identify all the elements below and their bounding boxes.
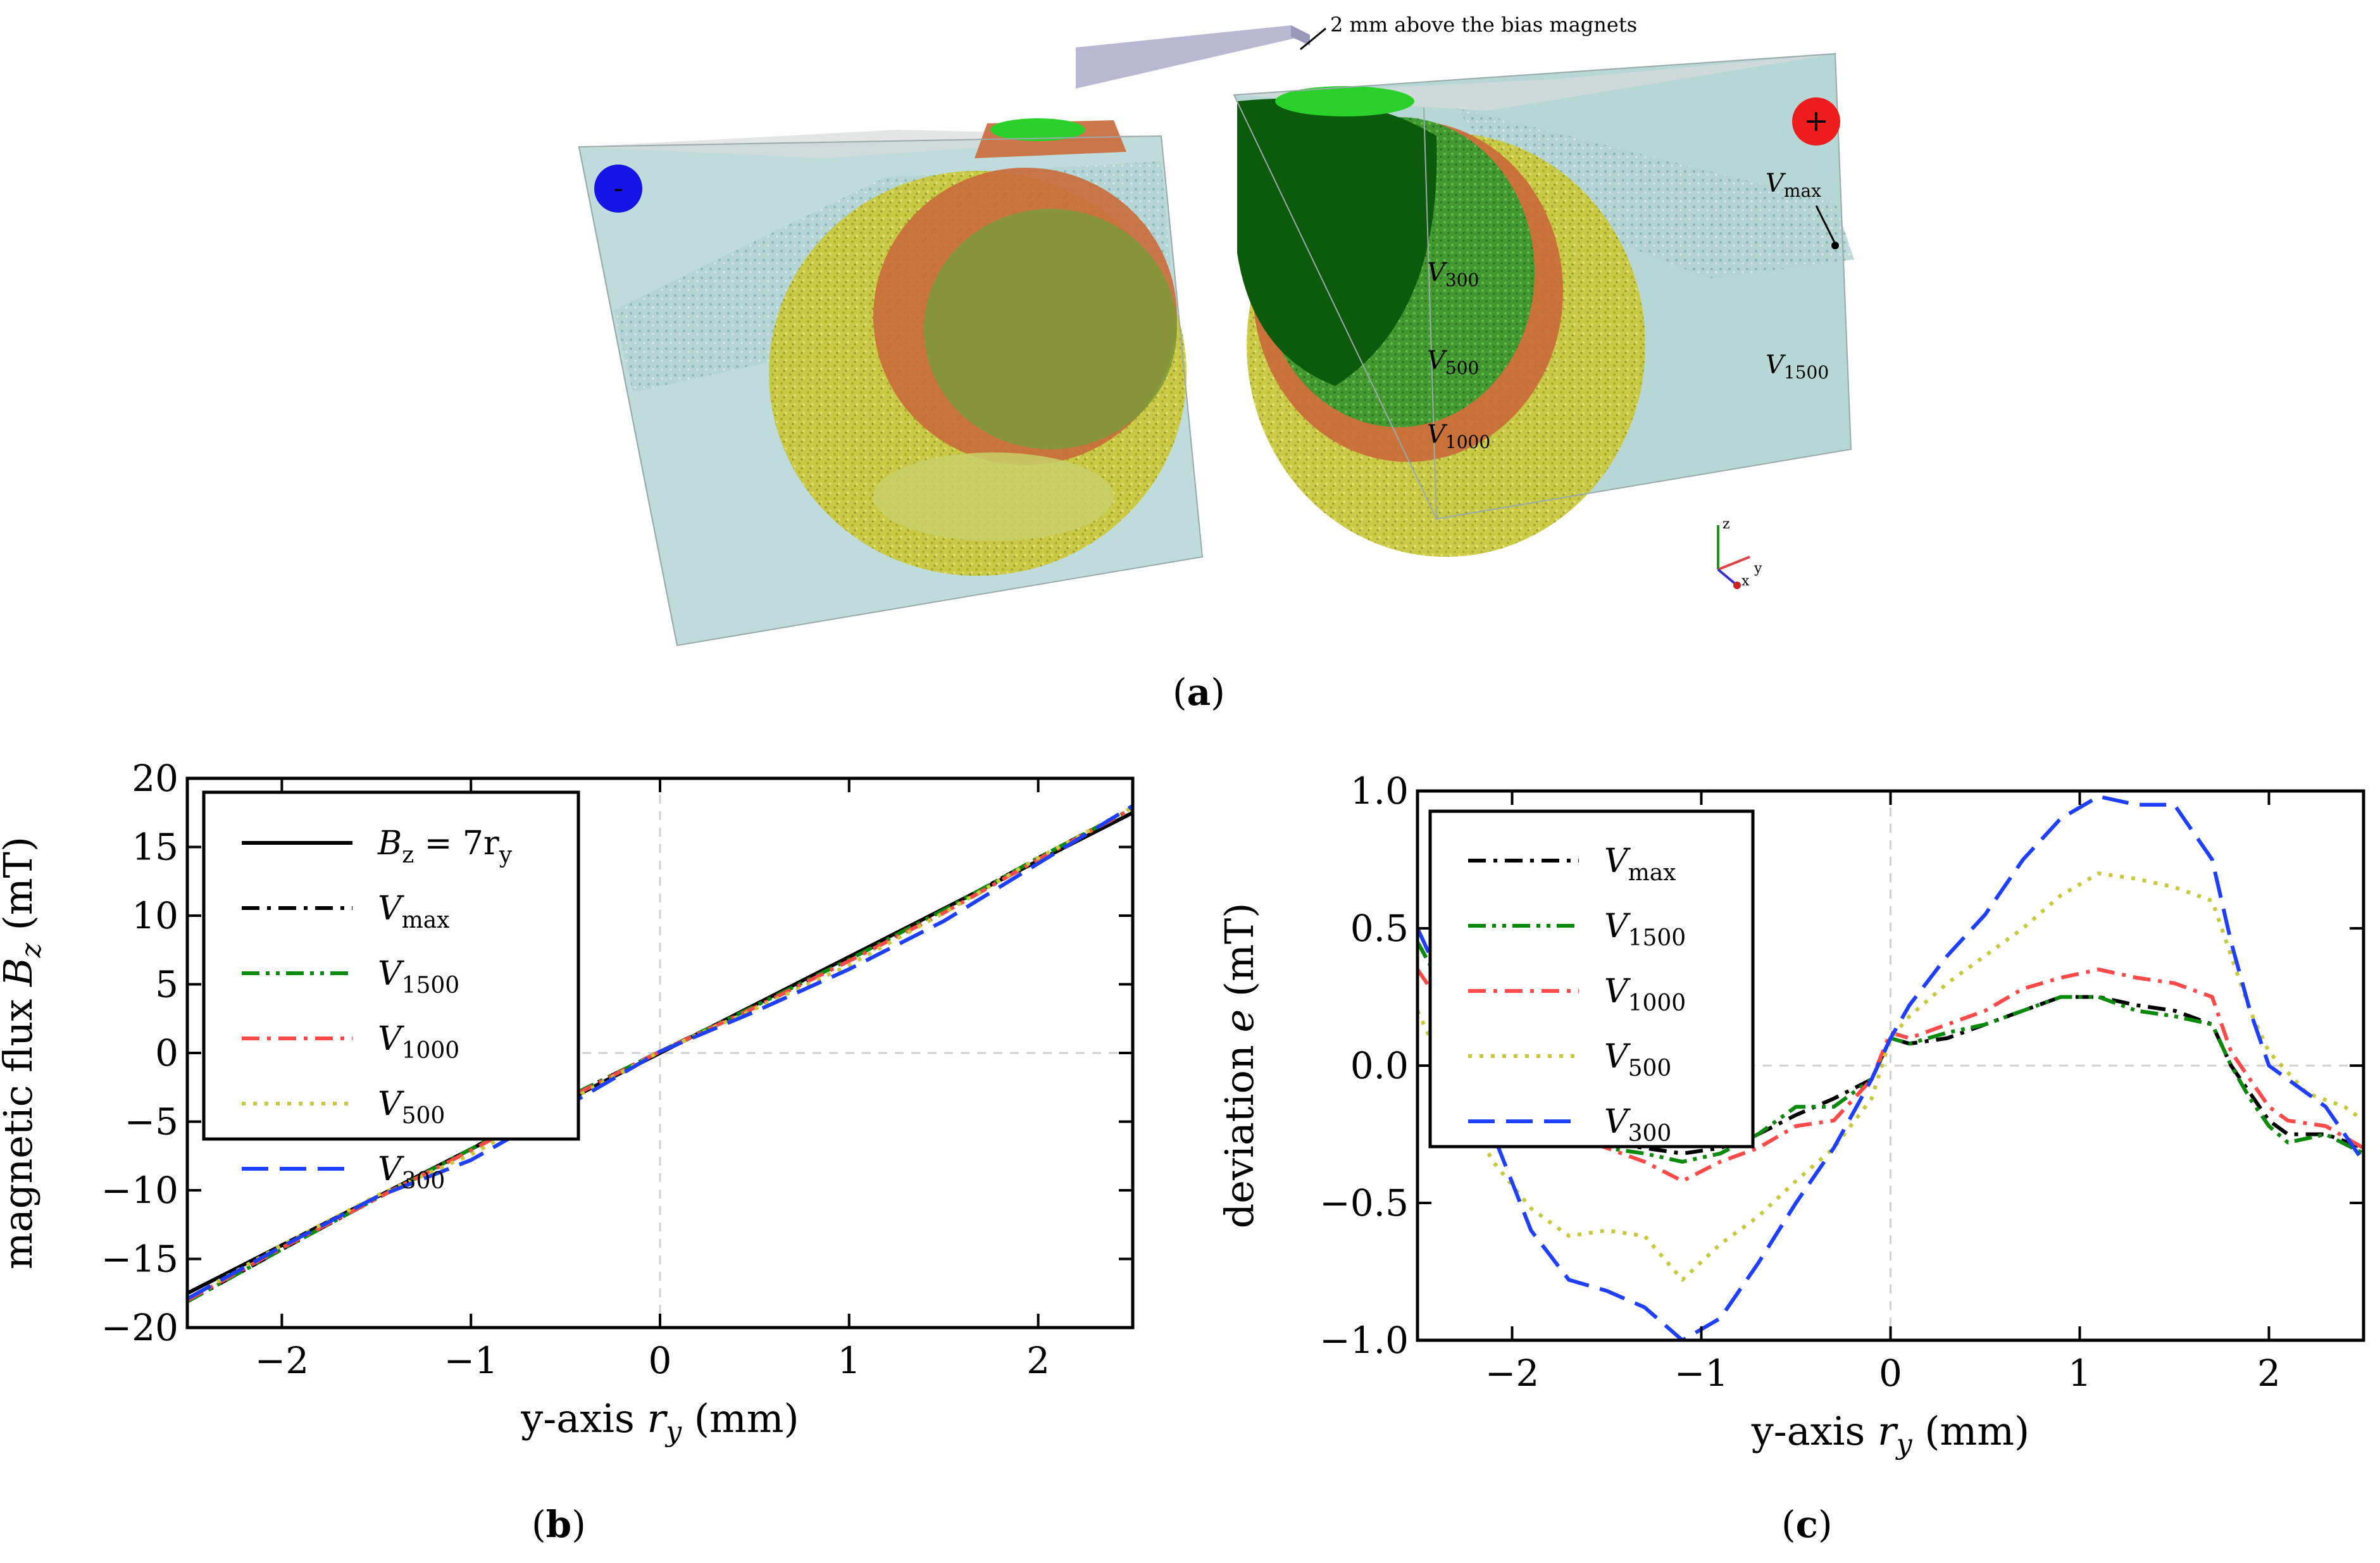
y-axis-label: deviation e (mT)	[1216, 903, 1262, 1229]
label-v300: V300	[1427, 258, 1479, 290]
legend-label: V1000	[378, 1020, 459, 1064]
legend: Vmax V1500 V1000 V500 V300	[1428, 809, 1755, 1149]
x-axis-label: y-axis ry (mm)	[520, 1395, 799, 1448]
series-line-300	[187, 804, 1133, 1301]
axis-y-label: y	[1754, 561, 1762, 576]
panel-label-a: (a)	[1173, 671, 1225, 714]
positive-symbol: +	[1804, 103, 1829, 139]
x-tick-label: −1	[444, 1339, 498, 1382]
x-tick-label: 1	[837, 1339, 861, 1382]
y-tick-label: −15	[101, 1238, 178, 1281]
x-tick-label: 2	[1026, 1339, 1050, 1382]
y-tick-label: 0.0	[1350, 1044, 1409, 1087]
x-tick-label: −2	[1485, 1352, 1540, 1395]
legend-label: Vmax	[1604, 842, 1676, 886]
legend-label: V1000	[1604, 973, 1686, 1016]
y-tick-label: −1.0	[1319, 1319, 1409, 1362]
legend-label: V500	[1604, 1038, 1671, 1081]
panel-label-c: (c)	[1781, 1503, 1833, 1546]
y-tick-label: 20	[132, 757, 178, 800]
negative-symbol: -	[614, 172, 623, 204]
legend-label: Bz = 7ry	[377, 825, 513, 868]
legend-label: Vmax	[378, 890, 449, 933]
legend-label: V1500	[1604, 907, 1686, 951]
x-tick-label: −1	[1674, 1352, 1729, 1395]
x-tick-label: 0	[1879, 1352, 1902, 1395]
y-tick-label: −20	[101, 1306, 178, 1349]
legend-label: V500	[378, 1085, 445, 1129]
y-axis-label: magnetic flux Bz (mT)	[0, 837, 47, 1269]
label-vmax: Vmax	[1766, 169, 1821, 201]
y-tick-label: 0	[155, 1031, 178, 1074]
axis-x-label: x	[1741, 573, 1750, 589]
chart-c-deviation: −2 −1 0 1 2 −1.0 −0.5 0.0 0.5 1.0 y-axis ry (mm) de…	[1216, 769, 2365, 1460]
y-tick-label: 5	[155, 963, 178, 1006]
x-tick-label: 1	[2068, 1352, 2091, 1395]
legend: Bz = 7ry Vmax V1500 V1000 V500 V300	[202, 790, 580, 1194]
series-line-500	[1417, 871, 2364, 1282]
figure-a-3d-render: 2 mm above the bias magnets - + Vmax V30…	[578, 13, 1854, 647]
series-line-1000	[187, 807, 1133, 1302]
label-v500: V500	[1427, 346, 1479, 378]
label-v1000: V1000	[1427, 420, 1490, 452]
right-magnet-block	[1233, 53, 1854, 557]
axis-z-label: z	[1723, 516, 1730, 532]
y-tick-label: 10	[132, 894, 178, 937]
axes-triad: z y x	[1717, 516, 1762, 589]
legend-label: V300	[1604, 1103, 1671, 1147]
series-line-300	[1417, 794, 2364, 1340]
positive-pole-marker: +	[1792, 97, 1840, 146]
y-tick-label: 1.0	[1350, 769, 1409, 813]
x-tick-label: 2	[2257, 1352, 2281, 1395]
x-tick-label: −2	[255, 1339, 309, 1382]
x-axis-label: y-axis ry (mm)	[1751, 1408, 2029, 1460]
y-tick-label: 0.5	[1350, 907, 1409, 950]
y-tick-label: −5	[125, 1100, 179, 1143]
y-tick-label: −10	[101, 1169, 178, 1212]
panel-label-b: (b)	[532, 1503, 586, 1546]
legend-label: V300	[378, 1150, 445, 1194]
negative-pole-marker: -	[594, 165, 642, 213]
legend-label: V1500	[378, 955, 459, 999]
label-v1500: V1500	[1766, 351, 1829, 383]
y-tick-label: −0.5	[1319, 1181, 1409, 1224]
series-line-1000	[1417, 968, 2364, 1183]
left-magnet-block	[578, 118, 1204, 647]
probe-bar	[1076, 25, 1326, 89]
x-tick-label: 0	[649, 1339, 672, 1382]
y-tick-label: 15	[132, 826, 178, 869]
volume-labels: Vmax V300 V500 V1500 V1000	[1427, 169, 1839, 452]
probe-annotation: 2 mm above the bias magnets	[1330, 13, 1637, 37]
